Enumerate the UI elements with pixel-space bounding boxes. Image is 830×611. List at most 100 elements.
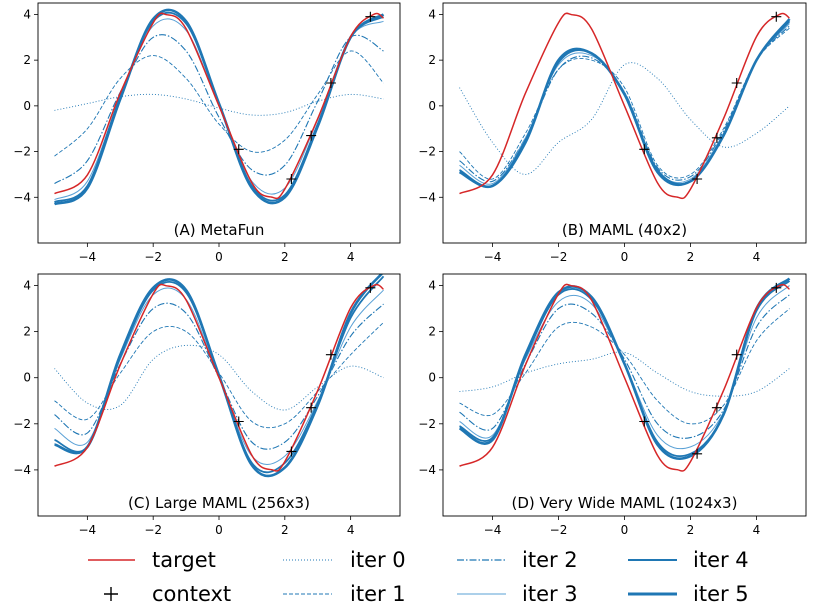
- x-tick-label: 2: [687, 250, 695, 264]
- series-line-iter-5: [458, 18, 791, 189]
- context-marker: [771, 282, 782, 293]
- y-tick-label: −4: [13, 463, 31, 477]
- series-line-iter-0: [459, 62, 790, 175]
- legend-item-iter-3: iter 3: [457, 582, 578, 606]
- x-tick-label: −2: [144, 523, 162, 537]
- y-tick-label: 2: [428, 325, 436, 339]
- x-tick-label: −2: [144, 250, 162, 264]
- x-tick-label: 0: [621, 523, 629, 537]
- x-tick-label: 4: [753, 523, 761, 537]
- x-tick-label: −4: [79, 250, 97, 264]
- y-tick-label: 4: [428, 7, 436, 21]
- y-tick-label: 4: [23, 7, 31, 21]
- panel-title: (B) MAML (40x2): [562, 221, 687, 239]
- legend-label-iter-4: iter 4: [693, 548, 749, 572]
- x-tick-label: 4: [347, 523, 355, 537]
- panel-b: −4 −2 0 2 4 −4 −2 0 2 4 (B) MAML (40x2): [418, 2, 807, 264]
- y-tick-label: −2: [418, 417, 436, 431]
- x-tick-label: −4: [484, 250, 502, 264]
- y-tick-label: 4: [428, 279, 436, 293]
- x-tick-label: 4: [753, 250, 761, 264]
- panel-c: −4 −2 0 2 4 −4 −2 0 2 4 (C) Large MAML (256x3): [13, 273, 401, 537]
- panel-d: −4 −2 0 2 4 −4 −2 0 2 4 (D) Very Wide MAML (1024x3…: [418, 273, 807, 537]
- legend-item-context: context: [104, 582, 231, 606]
- legend-label-iter-0: iter 0: [350, 548, 406, 572]
- y-tick-label: −2: [13, 145, 31, 159]
- legend-item-iter-1: iter 1: [283, 582, 406, 606]
- context-marker: [306, 402, 317, 413]
- y-tick-label: 4: [23, 279, 31, 293]
- context-marker: [306, 130, 317, 141]
- context-marker: [692, 448, 703, 459]
- context-marker: [325, 78, 336, 88]
- x-tick-label: 4: [347, 250, 355, 264]
- y-tick-label: −2: [418, 145, 436, 159]
- context-marker: [233, 144, 244, 155]
- x-tick-label: 0: [215, 250, 223, 264]
- legend-label-context: context: [152, 582, 231, 606]
- context-marker: [711, 402, 722, 413]
- y-tick-label: 2: [23, 325, 31, 339]
- legend-item-target: target: [88, 548, 216, 572]
- y-tick-label: −4: [13, 190, 31, 204]
- context-marker: [639, 144, 650, 155]
- legend-label-target: target: [152, 548, 216, 572]
- y-tick-label: 0: [23, 371, 31, 385]
- legend-item-iter-0: iter 0: [283, 548, 406, 572]
- series-line-iter-1: [459, 27, 790, 180]
- series-line-iter-5: [54, 274, 384, 478]
- context-marker: [286, 174, 297, 184]
- context-marker: [365, 11, 376, 22]
- x-tick-label: 2: [281, 523, 289, 537]
- legend-item-iter-2: iter 2: [457, 548, 578, 572]
- axes-frame: [442, 2, 807, 244]
- context-marker: [365, 282, 376, 293]
- y-tick-label: 2: [428, 53, 436, 67]
- series-line-target: [54, 283, 384, 472]
- x-tick-label: 0: [215, 523, 223, 537]
- series-line-iter-1: [54, 50, 384, 157]
- legend-label-iter-2: iter 2: [522, 548, 578, 572]
- panel-title: (A) MetaFun: [174, 221, 265, 239]
- series-group: [458, 12, 791, 200]
- y-tick-label: −4: [418, 463, 436, 477]
- series-line-iter-5: [458, 277, 791, 460]
- context-marker: [233, 416, 244, 427]
- context-marker: [771, 11, 782, 22]
- series-line-target: [459, 283, 790, 472]
- legend: target context iter 0 iter 1 iter 2 iter…: [88, 548, 749, 606]
- context-marker: [692, 174, 703, 184]
- context-marker: [639, 416, 650, 427]
- y-tick-label: 0: [428, 371, 436, 385]
- panel-title: (D) Very Wide MAML (1024x3): [512, 494, 738, 512]
- series-line-target: [459, 12, 790, 200]
- legend-swatch-context: [104, 587, 118, 601]
- axes-frame: [37, 273, 401, 517]
- x-tick-label: 0: [621, 250, 629, 264]
- axes-frame: [442, 273, 807, 517]
- series-group: [458, 277, 791, 472]
- x-tick-label: −4: [484, 523, 502, 537]
- legend-label-iter-5: iter 5: [693, 582, 749, 606]
- legend-item-iter-5: iter 5: [628, 582, 749, 606]
- series-line-iter-5: [53, 8, 385, 206]
- x-tick-label: −4: [79, 523, 97, 537]
- panel-title: (C) Large MAML (256x3): [128, 494, 310, 512]
- context-marker: [731, 349, 742, 360]
- context-marker: [286, 446, 297, 457]
- legend-label-iter-1: iter 1: [350, 582, 406, 606]
- context-marker: [731, 78, 742, 88]
- axes-frame: [37, 2, 401, 244]
- legend-item-iter-4: iter 4: [628, 548, 749, 572]
- y-tick-label: 0: [23, 99, 31, 113]
- x-tick-label: 2: [687, 523, 695, 537]
- panel-a: −4 −2 0 2 4 −4 −2 0 2 4 (A) MetaFun: [13, 2, 401, 264]
- series-line-iter-2: [54, 34, 384, 185]
- series-group: [53, 8, 385, 206]
- x-tick-label: 2: [281, 250, 289, 264]
- series-line-target: [54, 12, 384, 200]
- y-tick-label: −2: [13, 417, 31, 431]
- x-tick-label: −2: [550, 523, 568, 537]
